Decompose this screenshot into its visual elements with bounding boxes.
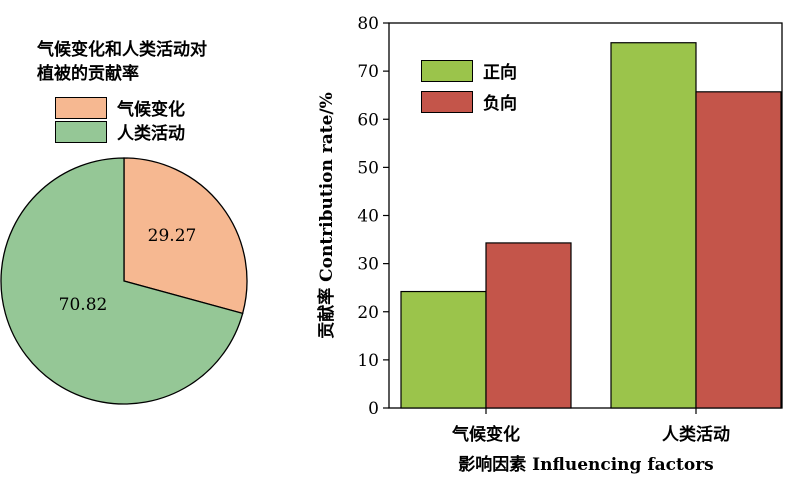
pie-slice <box>123 157 248 315</box>
y-tick-label: 0 <box>368 399 379 419</box>
y-axis-title: 贡献率 Contribution rate/% <box>316 92 337 339</box>
pie-slice <box>0 157 244 405</box>
pie-legend-swatch-climate <box>55 96 107 119</box>
y-tick-label: 70 <box>357 62 379 82</box>
bar <box>485 242 572 409</box>
pie-title-line-2: 植被的贡献率 <box>37 64 139 84</box>
y-tick-label: 20 <box>357 303 379 323</box>
bar-legend-label-negative: 负向 <box>483 94 517 114</box>
pie-chart: 29.27 70.82 <box>0 157 248 405</box>
x-axis-title: 影响因素 Influencing factors <box>458 454 714 475</box>
y-tick-label: 40 <box>357 207 379 227</box>
pie-slice-label: 70.82 <box>59 295 108 315</box>
bar-legend-swatch-negative <box>421 90 473 113</box>
pie-slice-label: 29.27 <box>148 226 197 246</box>
bar <box>610 42 697 409</box>
pie-title-line-1: 气候变化和人类活动对 <box>37 40 207 60</box>
bar <box>400 290 487 409</box>
bar-legend-item-positive: 正向 <box>421 58 517 83</box>
pie-legend-swatch-human <box>55 120 107 143</box>
y-tick-label: 30 <box>357 255 379 275</box>
bar-legend-swatch-positive <box>421 59 473 82</box>
bar-legend-item-negative: 负向 <box>421 89 517 114</box>
bar <box>695 91 782 409</box>
pie-title: 气候变化和人类活动对 植被的贡献率 <box>37 38 207 86</box>
y-tick-label: 10 <box>357 351 379 371</box>
pie-legend-item-climate: 气候变化 <box>55 95 185 120</box>
pie-legend-label-human: 人类活动 <box>117 124 185 144</box>
y-tick-label: 50 <box>357 158 379 178</box>
pie-legend-item-human: 人类活动 <box>55 119 185 144</box>
y-tick-label: 80 <box>357 14 379 34</box>
bar-legend-label-positive: 正向 <box>483 63 517 83</box>
x-tick-label: 气候变化 <box>451 424 520 445</box>
y-tick-label: 60 <box>357 110 379 130</box>
pie-legend-label-climate: 气候变化 <box>117 100 185 120</box>
x-tick-label: 人类活动 <box>662 424 730 445</box>
